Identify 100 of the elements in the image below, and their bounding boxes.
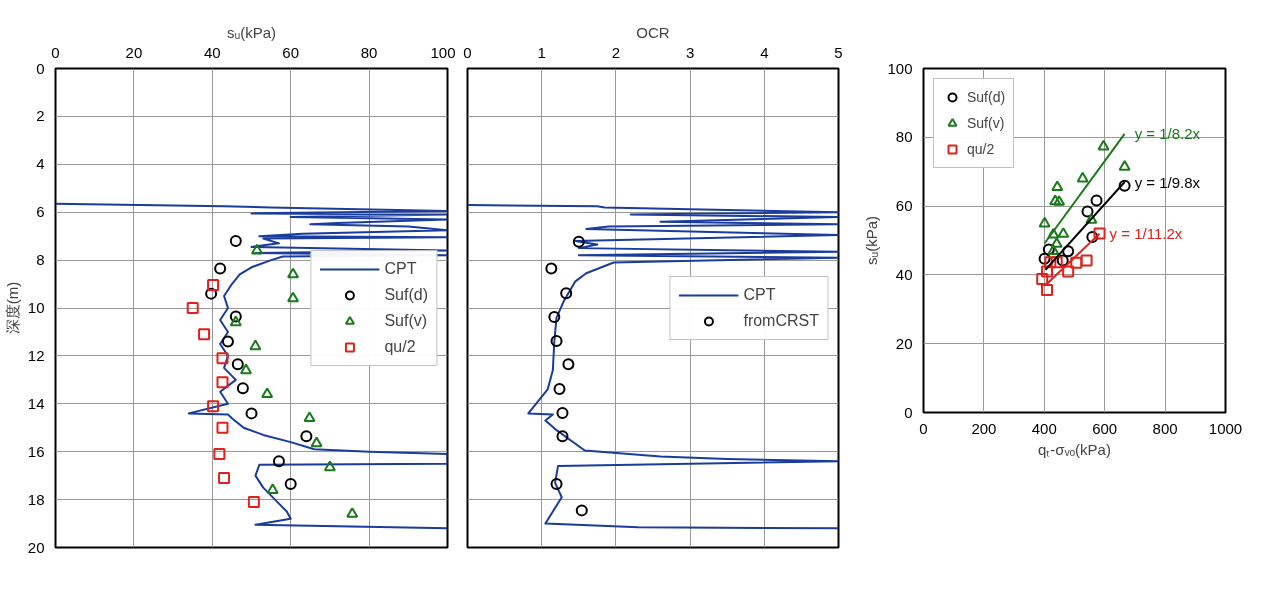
point: [249, 339, 262, 351]
annotation: y = 1/8.2x: [1134, 125, 1201, 143]
point: [186, 302, 199, 314]
line-series: [55, 202, 448, 530]
point: [1097, 139, 1110, 151]
point: [550, 478, 563, 491]
point: [575, 504, 588, 517]
point: [553, 382, 566, 395]
point: [1118, 179, 1131, 192]
annotation: y = 1/9.8x: [1134, 173, 1201, 191]
y-tick-label: 10: [27, 299, 45, 316]
point: [284, 478, 297, 491]
x-tick-label: 20: [125, 43, 143, 61]
x-tick-label: 100: [430, 43, 456, 61]
point: [556, 430, 569, 443]
point: [1051, 180, 1064, 192]
point: [216, 352, 229, 365]
point: [247, 495, 260, 508]
y-tick-label: 8: [36, 251, 45, 269]
point: [205, 287, 218, 300]
point: [1036, 273, 1049, 286]
point: [250, 243, 263, 255]
point: [548, 311, 561, 324]
y-axis-title: sᵤ(kPa): [863, 215, 881, 266]
x-tick-label: 3: [685, 43, 695, 61]
y-tick-label: 6: [36, 203, 45, 221]
point: [1085, 213, 1098, 224]
point: [300, 430, 313, 443]
x-tick-label: 60: [282, 43, 300, 61]
point: [261, 387, 274, 399]
x-tick-label: 1000: [1208, 419, 1243, 437]
x-tick-label: 2: [611, 43, 621, 61]
legend-label: CPT: [743, 285, 776, 304]
x-tick-label: 800: [1152, 419, 1178, 437]
point: [560, 287, 573, 300]
y-tick-label: 14: [27, 394, 45, 412]
point: [1041, 265, 1054, 278]
y-tick-label: 40: [895, 265, 913, 283]
legend-label: qu/2: [384, 337, 416, 356]
point: [287, 267, 300, 279]
point: [207, 279, 220, 292]
point: [198, 328, 211, 341]
point: [1056, 254, 1069, 267]
point: [213, 448, 226, 461]
point: [1076, 171, 1089, 183]
point: [266, 483, 279, 494]
point: [221, 335, 234, 348]
x-tick-label: 0: [463, 43, 472, 61]
x-tick-label: 0: [919, 419, 928, 437]
point: [216, 421, 229, 434]
y-tick-label: 20: [895, 334, 913, 352]
x-tick-label: 4: [760, 43, 769, 61]
point: [1050, 237, 1063, 248]
point: [550, 335, 563, 348]
point: [1090, 194, 1103, 207]
x-tick-label: 80: [360, 43, 378, 61]
x-tick-label: 40: [203, 43, 221, 61]
point: [1086, 231, 1099, 244]
point: [1047, 244, 1060, 256]
legend-label: Suf(d): [384, 285, 428, 304]
point: [562, 358, 575, 371]
y-tick-label: 2: [36, 107, 45, 125]
point: [323, 460, 336, 472]
point: [1041, 284, 1054, 297]
point: [556, 406, 569, 419]
point: [214, 262, 227, 275]
x-axis-title: sᵤ(kPa): [226, 23, 277, 41]
y-tick-label: 16: [27, 442, 45, 460]
y-tick-label: 0: [904, 403, 913, 421]
point: [240, 363, 253, 375]
point: [207, 400, 220, 413]
point: [1038, 252, 1051, 265]
x-tick-label: 0: [51, 43, 60, 61]
point: [287, 291, 300, 303]
point: [1047, 227, 1060, 239]
x-tick-label: 200: [971, 419, 997, 437]
y-tick-label: 18: [27, 490, 45, 508]
point: [229, 234, 242, 247]
legend-label: Suf(v): [384, 311, 428, 330]
point: [231, 358, 244, 371]
x-tick-label: 400: [1031, 419, 1057, 437]
legend-label: qu/2: [967, 141, 995, 157]
y-tick-label: 4: [36, 155, 45, 173]
x-tick-label: 600: [1092, 419, 1118, 437]
point: [236, 382, 249, 395]
point: [1053, 195, 1066, 206]
point: [1057, 227, 1070, 238]
point: [572, 235, 585, 248]
legend-label: CPT: [384, 259, 417, 278]
point: [229, 310, 242, 323]
legend-label: Suf(d): [967, 89, 1006, 105]
point: [303, 411, 316, 423]
y-tick-label: 20: [27, 538, 45, 556]
x-tick-label: 5: [834, 43, 843, 61]
y-axis-title: 深度(m): [3, 281, 21, 335]
point: [1042, 243, 1055, 256]
point: [245, 407, 258, 420]
point: [1081, 205, 1094, 218]
annotation: y = 1/11.2x: [1109, 225, 1183, 243]
y-tick-label: 100: [887, 59, 913, 77]
